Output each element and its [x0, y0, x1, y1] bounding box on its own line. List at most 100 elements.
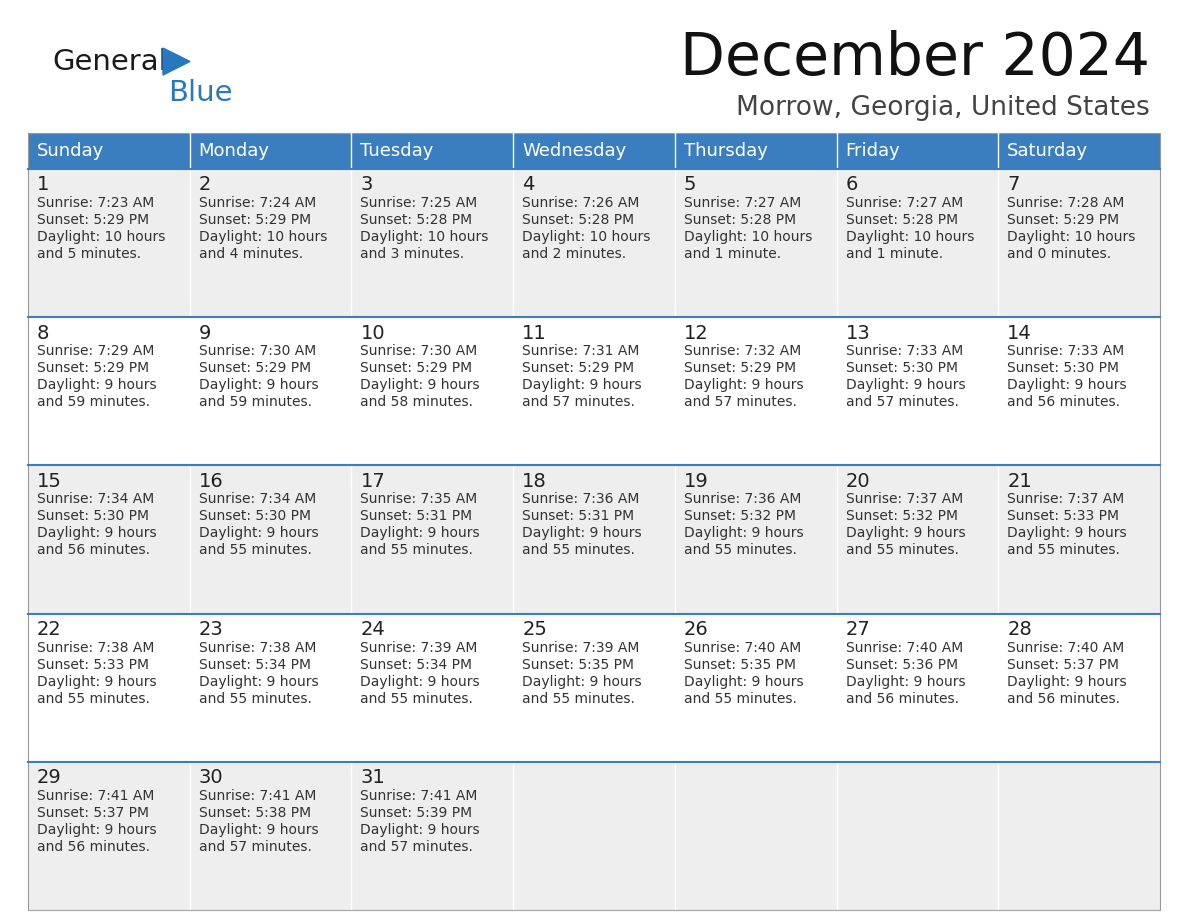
- Text: 12: 12: [684, 324, 708, 342]
- Text: Thursday: Thursday: [684, 142, 767, 160]
- Text: 20: 20: [846, 472, 870, 491]
- Text: Sunset: 5:31 PM: Sunset: 5:31 PM: [360, 509, 473, 523]
- Text: 3: 3: [360, 175, 373, 195]
- Text: and 0 minutes.: and 0 minutes.: [1007, 247, 1112, 261]
- Text: Sunset: 5:28 PM: Sunset: 5:28 PM: [523, 213, 634, 227]
- Text: Daylight: 9 hours: Daylight: 9 hours: [523, 378, 642, 392]
- Text: Daylight: 9 hours: Daylight: 9 hours: [37, 823, 157, 837]
- Bar: [998, 318, 1159, 465]
- Text: Sunset: 5:35 PM: Sunset: 5:35 PM: [684, 657, 796, 672]
- Text: and 58 minutes.: and 58 minutes.: [360, 396, 474, 409]
- Bar: [29, 133, 1159, 910]
- Text: Sunrise: 7:39 AM: Sunrise: 7:39 AM: [523, 641, 639, 655]
- Text: Sunrise: 7:34 AM: Sunrise: 7:34 AM: [37, 492, 154, 507]
- Text: Daylight: 9 hours: Daylight: 9 hours: [684, 378, 803, 392]
- Text: Sunset: 5:30 PM: Sunset: 5:30 PM: [846, 361, 958, 375]
- Text: 28: 28: [1007, 620, 1032, 639]
- Text: Sunrise: 7:32 AM: Sunrise: 7:32 AM: [684, 344, 801, 358]
- Bar: [29, 169, 190, 318]
- Bar: [190, 613, 352, 762]
- Bar: [513, 465, 675, 613]
- Bar: [675, 762, 836, 910]
- Bar: [29, 318, 190, 465]
- Text: and 55 minutes.: and 55 minutes.: [360, 543, 473, 557]
- Text: Daylight: 9 hours: Daylight: 9 hours: [198, 378, 318, 392]
- Text: and 55 minutes.: and 55 minutes.: [37, 691, 150, 706]
- Bar: [998, 465, 1159, 613]
- Text: Daylight: 9 hours: Daylight: 9 hours: [1007, 378, 1127, 392]
- Text: and 56 minutes.: and 56 minutes.: [1007, 691, 1120, 706]
- Text: Daylight: 10 hours: Daylight: 10 hours: [846, 230, 974, 244]
- Text: 24: 24: [360, 620, 385, 639]
- Bar: [190, 762, 352, 910]
- Text: and 57 minutes.: and 57 minutes.: [684, 396, 797, 409]
- Text: Sunrise: 7:27 AM: Sunrise: 7:27 AM: [846, 196, 962, 210]
- Text: 2: 2: [198, 175, 211, 195]
- Text: Sunset: 5:29 PM: Sunset: 5:29 PM: [360, 361, 473, 375]
- Bar: [836, 133, 998, 169]
- Text: and 55 minutes.: and 55 minutes.: [523, 543, 636, 557]
- Text: and 1 minute.: and 1 minute.: [846, 247, 943, 261]
- Bar: [29, 613, 190, 762]
- Text: Daylight: 9 hours: Daylight: 9 hours: [37, 378, 157, 392]
- Text: Sunrise: 7:25 AM: Sunrise: 7:25 AM: [360, 196, 478, 210]
- Text: Sunrise: 7:40 AM: Sunrise: 7:40 AM: [684, 641, 801, 655]
- Text: and 56 minutes.: and 56 minutes.: [846, 691, 959, 706]
- Text: Sunrise: 7:37 AM: Sunrise: 7:37 AM: [846, 492, 962, 507]
- Text: 4: 4: [523, 175, 535, 195]
- Text: Sunset: 5:39 PM: Sunset: 5:39 PM: [360, 806, 473, 820]
- Text: and 2 minutes.: and 2 minutes.: [523, 247, 626, 261]
- Text: 26: 26: [684, 620, 708, 639]
- Text: Sunset: 5:37 PM: Sunset: 5:37 PM: [1007, 657, 1119, 672]
- Text: 22: 22: [37, 620, 62, 639]
- Text: Sunset: 5:28 PM: Sunset: 5:28 PM: [846, 213, 958, 227]
- Text: and 59 minutes.: and 59 minutes.: [37, 396, 150, 409]
- Text: Sunrise: 7:36 AM: Sunrise: 7:36 AM: [523, 492, 639, 507]
- Text: Sunrise: 7:34 AM: Sunrise: 7:34 AM: [198, 492, 316, 507]
- Text: and 55 minutes.: and 55 minutes.: [198, 691, 311, 706]
- Bar: [513, 762, 675, 910]
- Text: Daylight: 9 hours: Daylight: 9 hours: [37, 526, 157, 541]
- Text: and 5 minutes.: and 5 minutes.: [37, 247, 141, 261]
- Text: December 2024: December 2024: [680, 29, 1150, 86]
- Text: Sunday: Sunday: [37, 142, 105, 160]
- Text: 5: 5: [684, 175, 696, 195]
- Bar: [29, 465, 190, 613]
- Text: Sunrise: 7:23 AM: Sunrise: 7:23 AM: [37, 196, 154, 210]
- Text: Daylight: 10 hours: Daylight: 10 hours: [360, 230, 488, 244]
- Text: 9: 9: [198, 324, 211, 342]
- Text: Daylight: 9 hours: Daylight: 9 hours: [1007, 526, 1127, 541]
- Bar: [513, 133, 675, 169]
- Text: and 55 minutes.: and 55 minutes.: [523, 691, 636, 706]
- Text: Daylight: 10 hours: Daylight: 10 hours: [1007, 230, 1136, 244]
- Text: Sunrise: 7:39 AM: Sunrise: 7:39 AM: [360, 641, 478, 655]
- Text: 13: 13: [846, 324, 871, 342]
- Text: Sunrise: 7:41 AM: Sunrise: 7:41 AM: [37, 789, 154, 803]
- Text: Daylight: 9 hours: Daylight: 9 hours: [37, 675, 157, 688]
- Text: Sunset: 5:29 PM: Sunset: 5:29 PM: [198, 361, 311, 375]
- Text: 11: 11: [523, 324, 546, 342]
- Text: Daylight: 9 hours: Daylight: 9 hours: [684, 526, 803, 541]
- Text: Daylight: 9 hours: Daylight: 9 hours: [1007, 675, 1127, 688]
- Text: 25: 25: [523, 620, 546, 639]
- Text: Sunset: 5:29 PM: Sunset: 5:29 PM: [37, 213, 150, 227]
- Bar: [190, 465, 352, 613]
- Text: and 1 minute.: and 1 minute.: [684, 247, 781, 261]
- Text: Daylight: 9 hours: Daylight: 9 hours: [846, 526, 965, 541]
- Text: Daylight: 9 hours: Daylight: 9 hours: [198, 675, 318, 688]
- Text: Sunrise: 7:33 AM: Sunrise: 7:33 AM: [846, 344, 962, 358]
- Text: and 57 minutes.: and 57 minutes.: [523, 396, 636, 409]
- Text: and 55 minutes.: and 55 minutes.: [1007, 543, 1120, 557]
- Text: and 55 minutes.: and 55 minutes.: [198, 543, 311, 557]
- Text: Sunrise: 7:41 AM: Sunrise: 7:41 AM: [198, 789, 316, 803]
- Text: Sunset: 5:32 PM: Sunset: 5:32 PM: [684, 509, 796, 523]
- Text: 27: 27: [846, 620, 871, 639]
- Text: Sunset: 5:37 PM: Sunset: 5:37 PM: [37, 806, 148, 820]
- Bar: [513, 613, 675, 762]
- Text: Daylight: 10 hours: Daylight: 10 hours: [198, 230, 327, 244]
- Text: Sunset: 5:30 PM: Sunset: 5:30 PM: [1007, 361, 1119, 375]
- Bar: [998, 613, 1159, 762]
- Text: Sunset: 5:28 PM: Sunset: 5:28 PM: [684, 213, 796, 227]
- Text: 1: 1: [37, 175, 50, 195]
- Text: Sunset: 5:29 PM: Sunset: 5:29 PM: [198, 213, 311, 227]
